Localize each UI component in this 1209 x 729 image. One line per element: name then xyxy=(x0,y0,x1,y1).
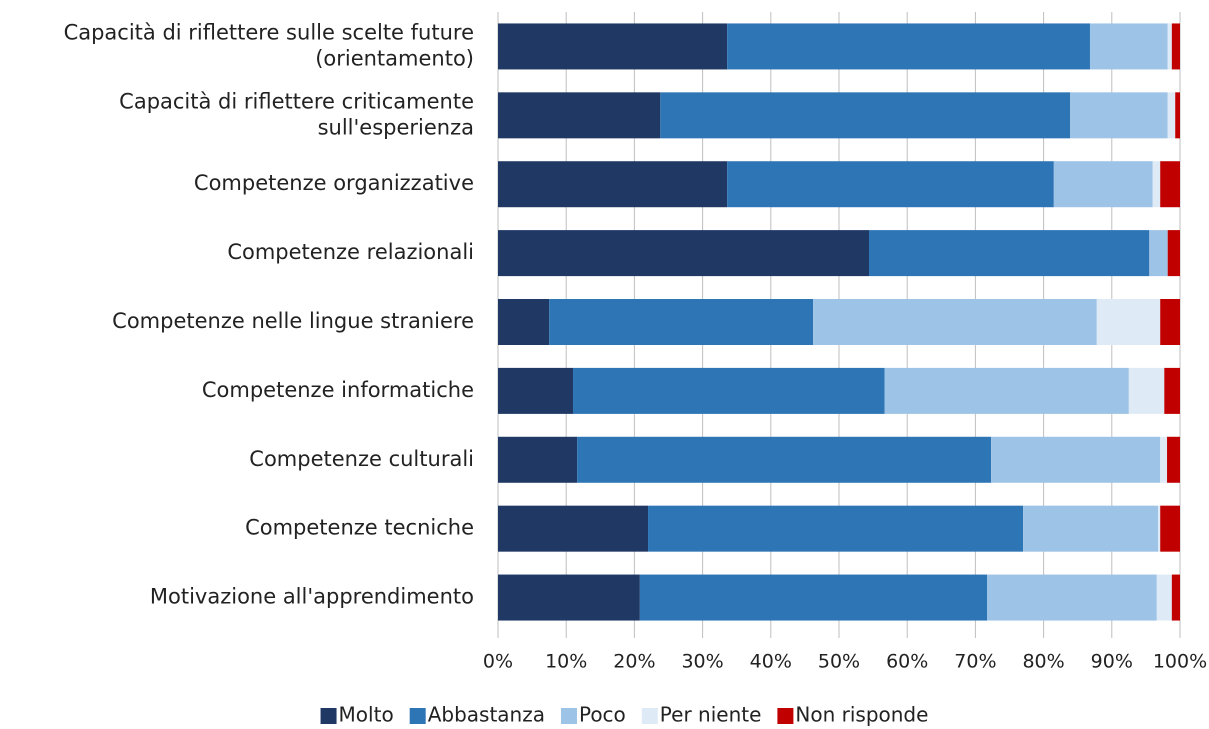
bar-segment xyxy=(498,367,574,414)
bar-segment xyxy=(1128,367,1165,414)
y-tick-label: Competenze relazionali xyxy=(227,240,474,264)
y-tick-label: Capacità di riflettere criticamente sull'… xyxy=(119,89,474,139)
x-tick-label: 50% xyxy=(818,651,860,673)
bar-segment xyxy=(1156,574,1172,621)
legend-label: Poco xyxy=(579,703,626,727)
bar-segment xyxy=(884,367,1129,414)
bar-segment xyxy=(1171,574,1180,621)
bar-segment xyxy=(1171,23,1180,70)
bar-segment xyxy=(869,230,1150,277)
y-tick-label: Competenze nelle lingue straniere xyxy=(112,309,474,333)
x-tick-label: 90% xyxy=(1091,651,1133,673)
legend-swatch xyxy=(320,708,337,724)
bar-segment xyxy=(1167,436,1180,483)
bar-segment xyxy=(498,230,870,277)
bar-segment xyxy=(1160,505,1180,552)
bar-segment xyxy=(549,299,814,345)
bar-segment xyxy=(1152,161,1161,208)
bar-segment xyxy=(1096,299,1161,345)
bar-segment xyxy=(577,436,992,483)
bar-segment xyxy=(498,505,649,552)
bar-segment xyxy=(727,23,1090,70)
x-tick-label: 60% xyxy=(886,651,928,673)
bar-segment xyxy=(1160,161,1180,208)
bar-segment xyxy=(1053,161,1153,208)
bar-segment xyxy=(1160,436,1168,483)
bar-segment xyxy=(1164,367,1180,414)
bar-segment xyxy=(648,505,1024,552)
bar-segment xyxy=(813,299,1097,345)
y-tick-label: Competenze informatiche xyxy=(202,378,474,402)
y-tick-label: Motivazione all'apprendimento xyxy=(150,585,474,609)
legend-swatch xyxy=(777,708,794,724)
legend-label: Abbastanza xyxy=(428,703,545,727)
legend-label: Molto xyxy=(339,703,394,727)
bar-segment xyxy=(1089,23,1168,70)
bar-segment xyxy=(991,436,1161,483)
bar-segment xyxy=(727,161,1054,208)
bar-segment xyxy=(498,161,728,208)
x-tick-label: 0% xyxy=(483,651,513,673)
bar-segment xyxy=(986,574,1157,621)
legend-swatch xyxy=(409,708,426,724)
bar-segment xyxy=(573,367,885,414)
legend-swatch xyxy=(641,708,658,724)
y-tick-label: Competenze culturali xyxy=(249,447,474,471)
y-tick-label: Competenze tecniche xyxy=(245,516,474,540)
bar-segment xyxy=(498,574,640,621)
x-tick-label: 80% xyxy=(1022,651,1064,673)
y-tick-label: Capacità di riflettere sulle scelte futu… xyxy=(64,20,474,70)
y-tick-label: Competenze organizzative xyxy=(194,171,474,195)
x-tick-label: 20% xyxy=(613,651,655,673)
bar-segment xyxy=(498,92,661,139)
x-tick-label: 40% xyxy=(750,651,792,673)
bar-segment xyxy=(1149,230,1168,277)
legend-label: Per niente xyxy=(660,703,762,727)
bar-segment xyxy=(1070,92,1168,139)
bar-segment xyxy=(1158,505,1161,552)
bar-segment xyxy=(1167,23,1172,70)
legend-label: Non risponde xyxy=(795,703,928,727)
bar-segment xyxy=(660,92,1071,139)
legend-swatch xyxy=(560,708,577,724)
bar-segment xyxy=(498,299,550,345)
x-tick-label: 100% xyxy=(1153,651,1207,673)
x-tick-label: 70% xyxy=(954,651,996,673)
bar-segment xyxy=(498,23,728,70)
x-tick-label: 30% xyxy=(681,651,723,673)
bar-segment xyxy=(1160,299,1180,345)
bar-segment xyxy=(1175,92,1180,139)
bar-segment xyxy=(498,436,578,483)
legend: Molto Abbastanza Poco Per niente Non rispond… xyxy=(320,703,928,727)
bar-segment xyxy=(1023,505,1159,552)
bar-segment xyxy=(1167,92,1176,139)
bar-segment xyxy=(1167,230,1180,277)
bar-segment xyxy=(639,574,987,621)
x-tick-label: 10% xyxy=(545,651,587,673)
